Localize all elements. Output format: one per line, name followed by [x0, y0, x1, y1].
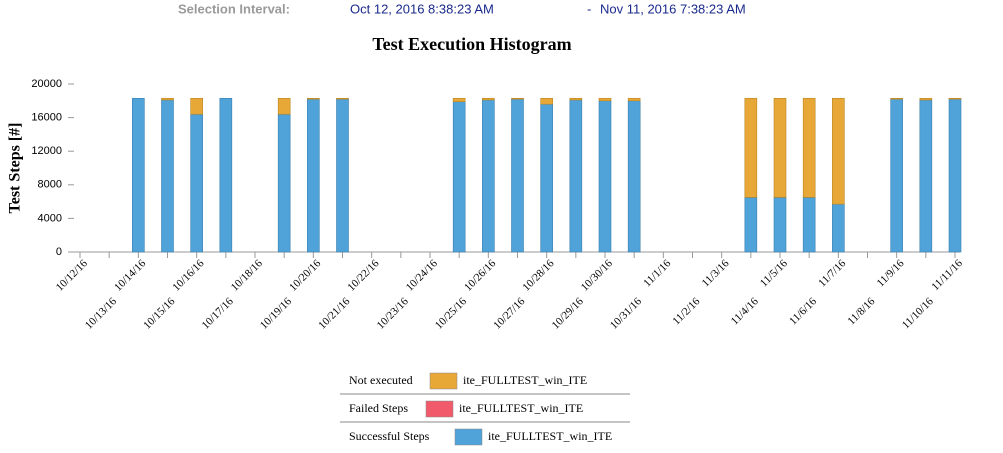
x-tick-label: 11/4/16	[729, 295, 761, 327]
bar-segment	[802, 97, 816, 198]
bar-segment	[452, 101, 466, 253]
bar-segment	[190, 97, 203, 115]
x-tick-label: 10/27/16	[491, 295, 527, 331]
y-tick-label: 16000	[31, 112, 62, 124]
x-tick-label: 11/9/16	[875, 257, 907, 289]
bar-segment	[890, 97, 903, 100]
bar-segment	[511, 98, 524, 253]
bar-segment	[161, 97, 174, 101]
bar-segment	[540, 103, 553, 253]
bar-segment	[540, 97, 553, 105]
legend-name: Failed Steps	[349, 401, 408, 415]
legend-label: ite_FULLTEST_win_ITE	[488, 429, 612, 443]
legend-name: Not executed	[349, 373, 413, 387]
bar-segment	[598, 97, 612, 102]
x-tick-label: 10/12/16	[54, 257, 90, 293]
x-tick-label: 10/30/16	[579, 257, 615, 293]
y-tick-label: 8000	[38, 179, 62, 191]
bar-segment	[773, 197, 787, 253]
y-tick-label: 12000	[31, 145, 62, 157]
bar-segment	[569, 99, 583, 253]
interval-separator: -	[587, 1, 591, 16]
x-tick-label: 10/28/16	[520, 257, 556, 293]
bar-segment	[948, 97, 962, 100]
y-axis-label: Test Steps [#]	[7, 123, 24, 214]
bar-segment	[307, 97, 320, 100]
bar-segment	[802, 197, 816, 253]
bar-segment	[598, 100, 612, 253]
bar-segment	[336, 97, 349, 100]
x-tick-label: 10/18/16	[229, 257, 265, 293]
x-tick-label: 11/10/16	[900, 295, 936, 331]
x-tick-label: 11/1/16	[641, 257, 673, 289]
y-tick-label: 4000	[38, 212, 62, 224]
bar-segment	[569, 97, 583, 101]
x-tick-label: 10/29/16	[550, 295, 586, 331]
x-tick-label: 10/16/16	[170, 257, 206, 293]
bar-segment	[132, 97, 145, 253]
x-tick-label: 10/23/16	[375, 295, 411, 331]
x-tick-label: 10/19/16	[258, 295, 294, 331]
bar-segment	[277, 113, 291, 253]
x-tick-label: 11/11/16	[929, 257, 965, 293]
x-tick-label: 10/17/16	[200, 295, 236, 331]
x-tick-label: 11/3/16	[700, 257, 732, 289]
bar-segment	[744, 97, 758, 198]
x-tick-label: 11/8/16	[845, 295, 877, 327]
x-tick-label: 10/22/16	[345, 257, 381, 293]
x-tick-label: 11/7/16	[816, 257, 848, 289]
bar-segment	[773, 97, 787, 198]
legend-swatch	[425, 400, 454, 418]
x-tick-label: 10/24/16	[404, 257, 440, 293]
legend-swatch	[429, 372, 458, 390]
interval-label: Selection Interval:	[178, 1, 290, 16]
bar-segment	[336, 98, 349, 253]
bar-segment	[919, 97, 933, 101]
bar-segment	[919, 99, 933, 253]
y-tick-label: 20000	[31, 78, 62, 90]
x-tick-label: 10/25/16	[433, 295, 469, 331]
bar-segment	[482, 99, 495, 253]
bar-segment	[832, 97, 845, 205]
x-tick-label: 11/2/16	[670, 295, 702, 327]
x-tick-label: 10/15/16	[141, 295, 177, 331]
bar-segment	[277, 97, 291, 115]
bar-segment	[832, 203, 845, 253]
bar-segment	[161, 99, 174, 253]
bar-segment	[627, 97, 641, 102]
x-tick-label: 10/21/16	[316, 295, 352, 331]
x-tick-label: 10/14/16	[112, 257, 148, 293]
x-tick-label: 11/6/16	[787, 295, 819, 327]
bar-segment	[511, 97, 524, 100]
x-tick-label: 10/13/16	[83, 295, 119, 331]
bar-segment	[890, 98, 903, 253]
legend-swatch	[454, 428, 483, 446]
bar-segment	[219, 97, 233, 253]
x-tick-label: 10/20/16	[287, 257, 323, 293]
x-tick-label: 11/5/16	[758, 257, 790, 289]
bar-segment	[307, 98, 320, 253]
legend-label: ite_FULLTEST_win_ITE	[459, 401, 583, 415]
bar-segment	[190, 113, 203, 253]
interval-end: Nov 11, 2016 7:38:23 AM	[600, 1, 746, 16]
y-tick-label: 0	[56, 246, 62, 258]
x-tick-label: 10/31/16	[608, 295, 644, 331]
bar-segment	[948, 98, 962, 253]
x-tick-label: 10/26/16	[462, 257, 498, 293]
bar-segment	[744, 197, 758, 253]
bar-segment	[452, 97, 466, 102]
chart-title: Test Execution Histogram	[372, 34, 571, 54]
legend-label: ite_FULLTEST_win_ITE	[463, 373, 587, 387]
bar-segment	[627, 100, 641, 253]
legend-name: Successful Steps	[349, 429, 430, 443]
bar-segment	[482, 97, 495, 101]
interval-start: Oct 12, 2016 8:38:23 AM	[350, 1, 494, 16]
